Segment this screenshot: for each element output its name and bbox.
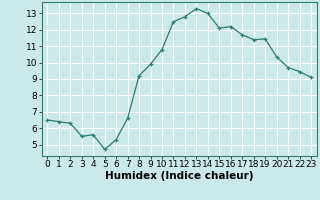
- X-axis label: Humidex (Indice chaleur): Humidex (Indice chaleur): [105, 171, 253, 181]
